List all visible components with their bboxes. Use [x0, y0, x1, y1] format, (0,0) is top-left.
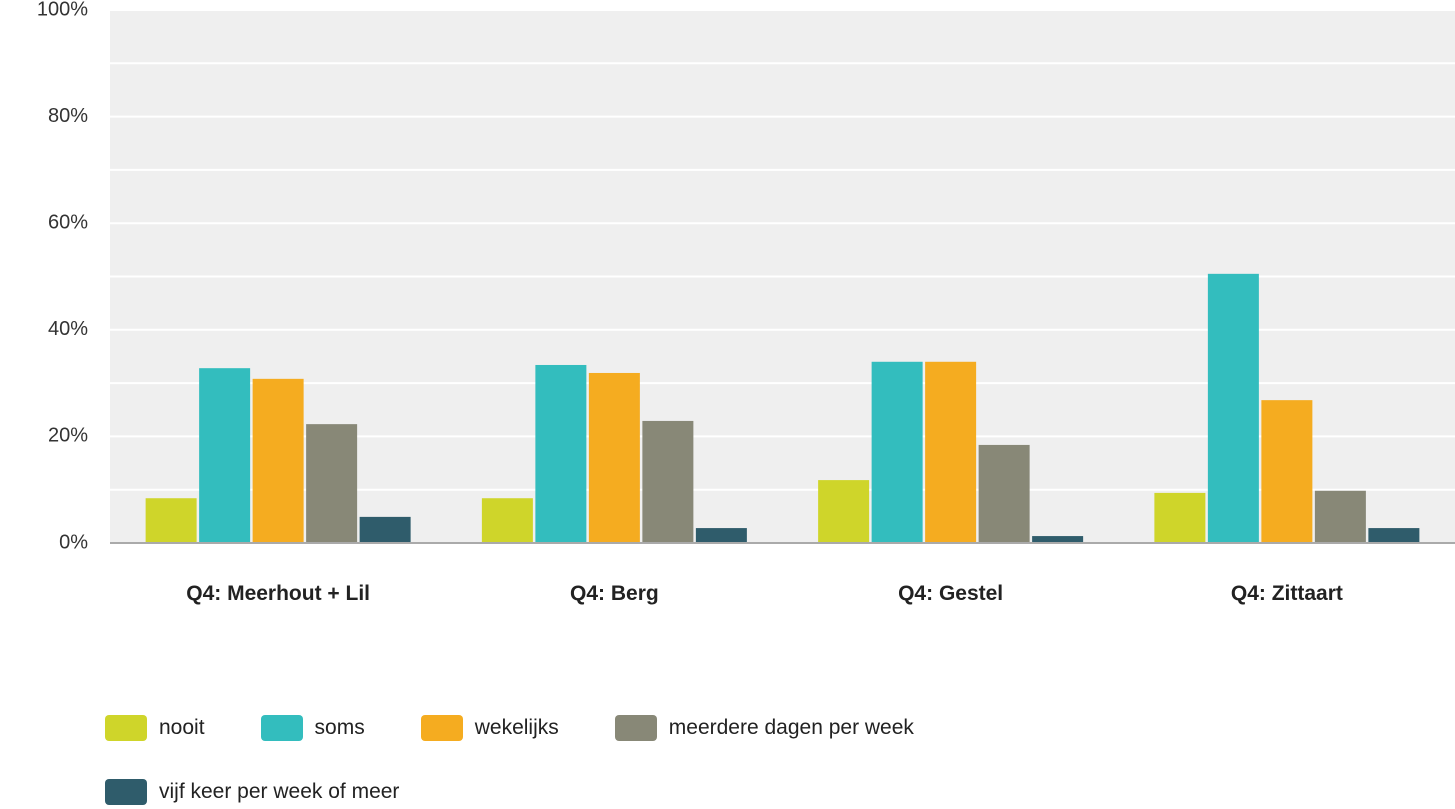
bar [1261, 400, 1313, 543]
bar [481, 498, 533, 543]
bar [695, 528, 747, 543]
legend-item: wekelijks [420, 714, 559, 742]
y-tick-label: 0% [59, 531, 88, 553]
bar [818, 480, 870, 543]
bar [642, 420, 694, 543]
bar [252, 378, 304, 543]
bar [1368, 528, 1420, 543]
bar [306, 424, 358, 543]
bar [359, 516, 411, 543]
bar [1314, 490, 1366, 543]
legend-item: vijf keer per week of meer [105, 778, 399, 806]
bar [978, 444, 1030, 543]
y-tick-label: 20% [48, 425, 88, 447]
bar [535, 364, 587, 543]
legend-label: vijf keer per week of meer [159, 780, 400, 803]
legend-swatch [420, 715, 463, 741]
y-tick-label: 100% [37, 0, 88, 20]
y-tick-label: 40% [48, 318, 88, 340]
bar [199, 368, 251, 543]
x-tick-label: Q4: Berg [570, 582, 659, 605]
legend-swatch [614, 715, 657, 741]
y-tick-label: 60% [48, 211, 88, 233]
bar [588, 372, 640, 543]
legend: nooit soms wekelijks meerdere dagen per wee… [105, 714, 1205, 806]
legend-swatch [105, 779, 147, 805]
x-tick-label: Q4: Gestel [898, 582, 1004, 605]
bar [1032, 536, 1084, 543]
bar [1207, 273, 1259, 543]
bar [925, 361, 977, 543]
legend-label: meerdere dagen per week [668, 716, 914, 739]
legend-swatch [105, 715, 147, 741]
bar [1154, 492, 1206, 543]
legend-label: nooit [159, 716, 205, 739]
y-tick-label: 80% [48, 105, 88, 127]
legend-item: meerdere dagen per week [614, 714, 914, 742]
bar [145, 498, 197, 543]
legend-swatch [260, 715, 303, 741]
bar [871, 361, 923, 543]
legend-label: wekelijks [474, 716, 559, 739]
x-tick-label: Q4: Zittaart [1230, 582, 1343, 605]
legend-item: soms [260, 714, 365, 742]
legend-label: soms [314, 716, 365, 739]
x-tick-label: Q4: Meerhout + Lil [186, 582, 371, 605]
legend-item: nooit [105, 714, 205, 742]
